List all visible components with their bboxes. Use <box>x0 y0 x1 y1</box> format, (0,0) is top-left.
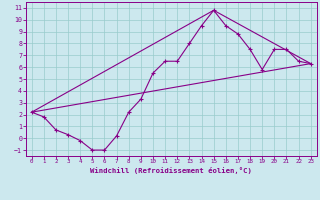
X-axis label: Windchill (Refroidissement éolien,°C): Windchill (Refroidissement éolien,°C) <box>90 167 252 174</box>
